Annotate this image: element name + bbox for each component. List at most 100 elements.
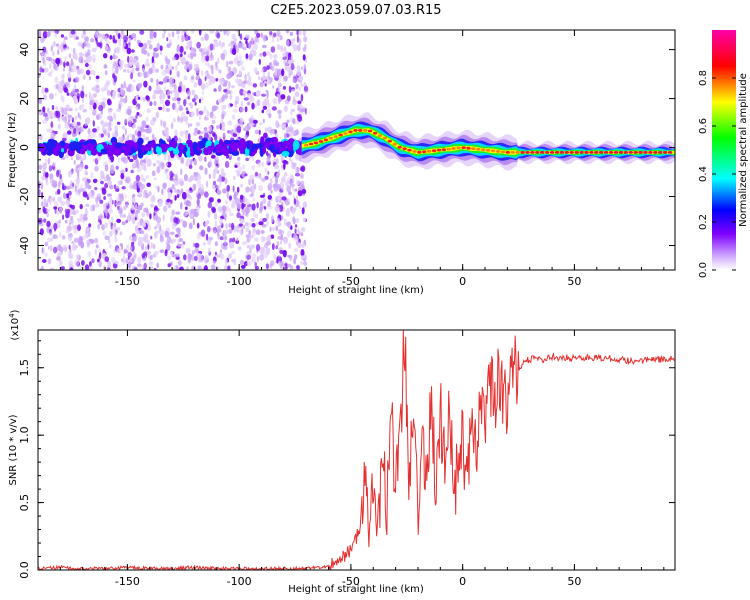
noise-speck	[78, 56, 84, 64]
noise-speck	[240, 101, 243, 107]
noise-speck	[110, 201, 113, 210]
noise-speck	[112, 73, 116, 79]
noise-speck	[243, 97, 249, 101]
noise-speck	[254, 129, 260, 135]
noise-speck	[233, 175, 236, 181]
noise-speck	[266, 155, 271, 163]
noise-speck	[261, 177, 266, 182]
noise-band-blob	[269, 144, 276, 152]
noise-speck	[276, 217, 281, 225]
noise-speck	[204, 114, 207, 121]
noise-speck	[282, 250, 287, 255]
noise-speck	[86, 69, 91, 76]
noise-speck	[111, 226, 117, 234]
noise-band-blob	[55, 143, 60, 152]
noise-speck	[130, 72, 134, 80]
ridge-core	[338, 133, 343, 137]
noise-speck	[66, 199, 70, 207]
noise-speck	[40, 36, 45, 43]
noise-speck	[255, 229, 261, 236]
ridge-core	[549, 151, 555, 154]
noise-speck	[42, 162, 47, 170]
noise-speck	[283, 162, 286, 170]
noise-band-blob	[114, 142, 123, 148]
noise-speck	[95, 45, 99, 50]
noise-speck	[233, 44, 236, 52]
noise-speck	[170, 122, 174, 130]
noise-speck	[252, 197, 255, 202]
noise-speck	[60, 201, 65, 206]
ridge-core	[446, 147, 451, 151]
noise-speck	[70, 267, 73, 270]
noise-speck	[213, 229, 217, 234]
noise-speck	[206, 180, 209, 188]
noise-speck	[303, 261, 308, 266]
noise-speck	[76, 68, 82, 75]
noise-speck	[139, 72, 143, 77]
snr-x-tick-label: 50	[567, 575, 581, 588]
noise-speck	[244, 73, 247, 81]
noise-speck	[201, 90, 205, 96]
noise-speck	[296, 35, 300, 43]
noise-speck	[245, 212, 248, 216]
noise-speck	[176, 108, 179, 113]
noise-speck	[241, 202, 245, 210]
ridge-core	[520, 151, 525, 154]
noise-speck	[242, 224, 246, 229]
ridge-core	[323, 138, 329, 142]
ridge-core	[348, 130, 353, 134]
noise-speck	[89, 99, 94, 104]
noise-speck	[119, 213, 123, 218]
ridge-core	[495, 150, 501, 153]
snr-x-tick-label: -50	[342, 575, 360, 588]
noise-speck	[126, 244, 130, 252]
noise-speck	[107, 99, 112, 106]
noise-speck	[273, 59, 278, 66]
spectrogram-y-tick-label: 20	[18, 92, 31, 106]
noise-speck	[301, 188, 307, 194]
noise-speck	[175, 64, 178, 72]
noise-speck	[167, 263, 171, 268]
noise-speck	[300, 66, 303, 71]
noise-speck	[208, 236, 214, 240]
noise-speck	[208, 173, 211, 179]
noise-speck	[185, 118, 188, 126]
noise-speck	[136, 112, 140, 116]
spectrogram-x-tick-label: -150	[115, 275, 140, 288]
noise-speck	[104, 235, 110, 241]
noise-speck	[42, 94, 47, 101]
noise-speck	[151, 170, 156, 177]
noise-speck	[114, 237, 118, 243]
noise-speck	[62, 214, 65, 220]
noise-speck	[263, 206, 267, 210]
ridge-core	[377, 134, 383, 138]
noise-band-blob	[137, 137, 144, 145]
noise-speck	[135, 174, 141, 182]
noise-speck	[115, 165, 119, 170]
noise-speck	[185, 60, 189, 66]
noise-speck	[73, 228, 78, 234]
ridge-core	[618, 151, 624, 154]
noise-speck	[61, 117, 66, 122]
noise-speck	[187, 122, 190, 128]
noise-speck	[261, 109, 265, 114]
noise-speck	[99, 220, 102, 225]
noise-speck	[170, 90, 173, 95]
noise-speck	[232, 67, 238, 75]
colorbar-gradient	[712, 30, 736, 270]
noise-speck	[68, 244, 71, 250]
noise-speck	[188, 133, 191, 141]
noise-speck	[166, 133, 170, 140]
noise-speck	[202, 47, 207, 53]
noise-speck	[166, 198, 171, 203]
noise-speck	[148, 191, 152, 197]
noise-speck	[195, 121, 200, 127]
noise-speck	[265, 212, 269, 220]
spectrogram-x-tick-label: -50	[342, 275, 360, 288]
noise-speck	[267, 186, 271, 191]
noise-speck	[242, 46, 247, 51]
noise-speck	[213, 88, 217, 92]
noise-speck	[164, 75, 170, 80]
noise-speck	[160, 119, 163, 127]
